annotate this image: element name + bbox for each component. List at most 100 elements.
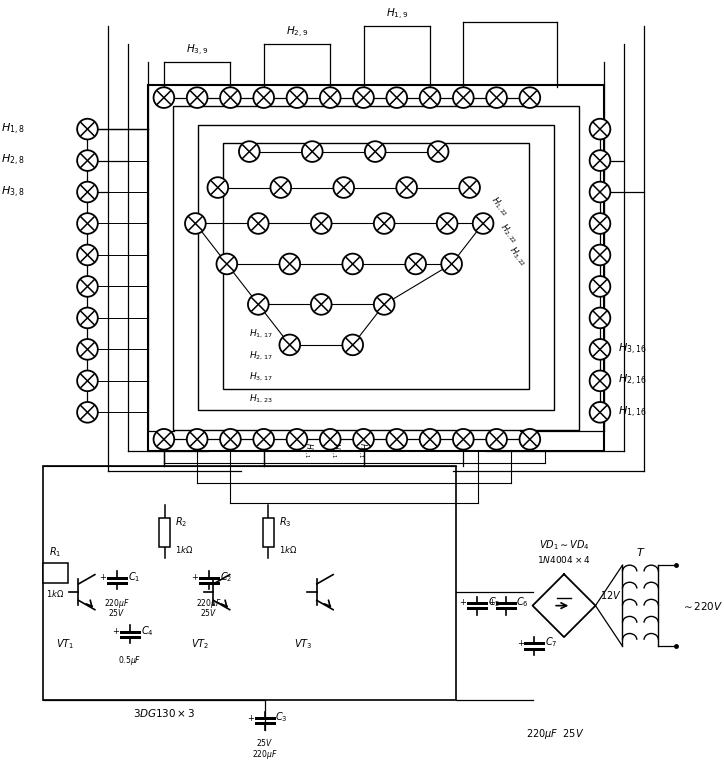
Text: $H_{3,16}$: $H_{3,16}$ (618, 342, 647, 357)
Text: +: + (99, 573, 106, 583)
Text: $H_{1,9}$: $H_{1,9}$ (386, 6, 408, 22)
Text: $220\mu F$: $220\mu F$ (252, 747, 277, 761)
Text: $H_{1,17}$: $H_{1,17}$ (249, 328, 273, 341)
Bar (263, 519, 274, 547)
Text: $H_{3,22}$: $H_{3,22}$ (505, 244, 529, 269)
Bar (198, 125, 554, 409)
Text: $H_{1,8}$: $H_{1,8}$ (1, 122, 25, 137)
Text: $R_3$: $R_3$ (279, 515, 292, 530)
Text: $1k\Omega$: $1k\Omega$ (279, 544, 298, 555)
Circle shape (253, 429, 274, 450)
Circle shape (589, 213, 610, 234)
Text: $R_1$: $R_1$ (49, 545, 62, 559)
Bar (159, 519, 170, 547)
Circle shape (589, 150, 610, 171)
Text: $R_2$: $R_2$ (174, 515, 187, 530)
Circle shape (220, 87, 241, 108)
Circle shape (187, 87, 208, 108)
Text: $C_2$: $C_2$ (219, 570, 232, 583)
Text: $H_{1,23}$: $H_{1,23}$ (249, 393, 273, 405)
Circle shape (520, 87, 540, 108)
Circle shape (208, 177, 228, 198)
Text: $220\mu F$: $220\mu F$ (196, 597, 222, 610)
Bar (43, 563, 67, 583)
Circle shape (320, 87, 340, 108)
Circle shape (153, 429, 174, 450)
Circle shape (77, 213, 98, 234)
Text: $H_{3,9}$: $H_{3,9}$ (186, 42, 209, 58)
Circle shape (77, 370, 98, 391)
Text: $VT_2$: $VT_2$ (191, 637, 209, 651)
Circle shape (248, 294, 269, 315)
Circle shape (216, 254, 237, 274)
Circle shape (589, 339, 610, 360)
Circle shape (239, 141, 260, 162)
Circle shape (77, 182, 98, 202)
Circle shape (405, 254, 426, 274)
Text: $H_{3,17}$: $H_{3,17}$ (249, 371, 273, 383)
Text: $H_{2,1}$: $H_{2,1}$ (329, 442, 341, 458)
Text: $C_1$: $C_1$ (128, 570, 140, 583)
Text: $C_3$: $C_3$ (275, 710, 288, 724)
Text: $H_{2,17}$: $H_{2,17}$ (249, 350, 273, 362)
Text: $25V$: $25V$ (200, 608, 217, 619)
Text: $VD_1\sim VD_4$: $VD_1\sim VD_4$ (539, 538, 589, 551)
Circle shape (342, 254, 363, 274)
Text: $H_{1,1}$: $H_{1,1}$ (302, 442, 314, 458)
Text: $1N4004\times4$: $1N4004\times4$ (537, 555, 591, 565)
Text: $C_5$: $C_5$ (487, 595, 500, 609)
Text: +: + (112, 627, 119, 637)
Circle shape (473, 213, 494, 234)
Text: $H_{1,16}$: $H_{1,16}$ (618, 405, 647, 420)
Circle shape (437, 213, 458, 234)
Text: $T$: $T$ (636, 546, 645, 558)
Circle shape (77, 244, 98, 266)
Circle shape (442, 254, 462, 274)
Bar (223, 144, 529, 389)
Circle shape (589, 276, 610, 297)
Circle shape (589, 370, 610, 391)
Text: $VT_3$: $VT_3$ (294, 637, 313, 651)
Circle shape (287, 429, 307, 450)
Circle shape (387, 429, 407, 450)
Text: $C_7$: $C_7$ (545, 636, 557, 649)
Circle shape (374, 213, 395, 234)
Circle shape (342, 334, 363, 355)
Circle shape (77, 308, 98, 328)
Circle shape (589, 244, 610, 266)
Text: +: + (488, 598, 494, 608)
Text: +: + (459, 598, 466, 608)
Circle shape (589, 119, 610, 140)
Circle shape (589, 402, 610, 423)
Circle shape (589, 182, 610, 202)
Circle shape (271, 177, 291, 198)
Text: $1k\Omega$: $1k\Omega$ (174, 544, 193, 555)
Text: +: + (191, 573, 198, 583)
Circle shape (279, 334, 300, 355)
Circle shape (353, 87, 374, 108)
Circle shape (387, 87, 407, 108)
Bar (173, 105, 579, 430)
Text: $\sim220V$: $\sim220V$ (681, 600, 723, 612)
Bar (148, 85, 605, 451)
Circle shape (287, 87, 307, 108)
Circle shape (279, 254, 300, 274)
Text: $C_6$: $C_6$ (516, 595, 529, 609)
Circle shape (520, 429, 540, 450)
Text: $1k\Omega$: $1k\Omega$ (46, 587, 64, 599)
Circle shape (220, 429, 241, 450)
Circle shape (420, 87, 440, 108)
Text: +: + (517, 639, 523, 648)
Text: $3DG130\times3$: $3DG130\times3$ (132, 708, 195, 719)
Circle shape (459, 177, 480, 198)
Circle shape (453, 429, 473, 450)
Text: $12V$: $12V$ (600, 589, 622, 601)
Text: $25V$: $25V$ (109, 608, 126, 619)
Circle shape (420, 429, 440, 450)
Circle shape (187, 429, 208, 450)
Circle shape (185, 213, 206, 234)
Circle shape (253, 87, 274, 108)
Circle shape (374, 294, 395, 315)
Circle shape (77, 339, 98, 360)
Text: $H_{2,8}$: $H_{2,8}$ (1, 153, 25, 168)
